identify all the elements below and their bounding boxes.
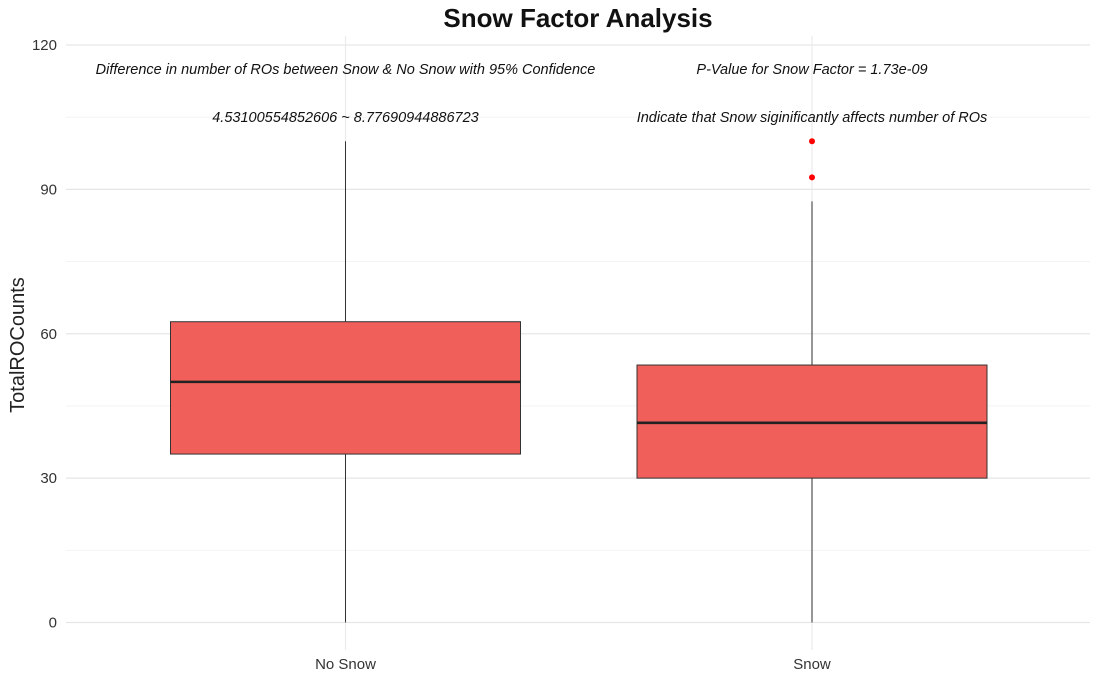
annotation-text: 4.53100554852606 ~ 8.77690944886723 xyxy=(212,110,479,126)
outlier-point xyxy=(809,138,815,145)
x-tick-label: Snow xyxy=(793,656,831,673)
annotation-text: P-Value for Snow Factor = 1.73e-09 xyxy=(696,62,927,78)
annotation-text: Difference in number of ROs between Snow… xyxy=(96,62,596,78)
y-tick-label: 30 xyxy=(40,470,57,487)
boxplots xyxy=(170,138,988,623)
annotations: Difference in number of ROs between Snow… xyxy=(96,62,988,126)
annotation-text: Indicate that Snow siginificantly affect… xyxy=(637,110,988,126)
y-tick-label: 60 xyxy=(40,326,57,343)
y-tick-label: 120 xyxy=(32,37,57,54)
outlier-point xyxy=(809,174,815,181)
x-tick-label: No Snow xyxy=(315,656,376,673)
y-axis-label: TotalROCounts xyxy=(7,277,29,413)
chart-title: Snow Factor Analysis xyxy=(443,3,712,33)
y-tick-label: 90 xyxy=(40,181,57,198)
axis-ticks: 0 30 60 90 120 No Snow Snow xyxy=(32,37,831,673)
box xyxy=(170,321,521,455)
y-tick-label: 0 xyxy=(49,615,57,632)
